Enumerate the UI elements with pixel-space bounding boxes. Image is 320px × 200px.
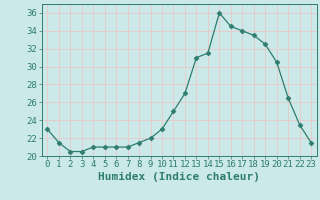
X-axis label: Humidex (Indice chaleur): Humidex (Indice chaleur): [98, 172, 260, 182]
